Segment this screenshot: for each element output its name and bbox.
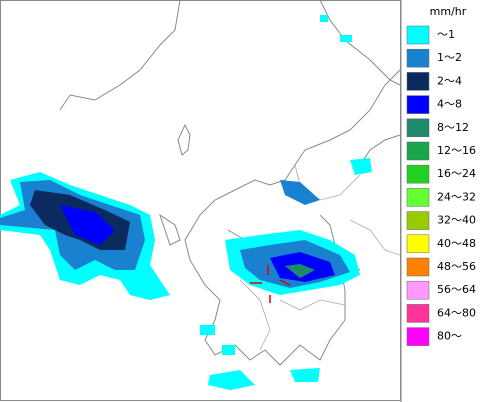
legend-swatch [406,327,430,346]
legend-label: 32～40 [437,214,476,227]
legend-swatch [406,164,430,184]
legend-swatch [406,95,430,114]
legend-label: 4～8 [437,98,462,111]
legend-swatch [406,25,430,45]
legend: ～1 1～2 2～4 4～8 8～12 12～16 16～24 24～32 32～40 40～48… [406,25,476,346]
legend-label: 1～2 [437,51,462,64]
legend-label: 48～56 [437,260,476,273]
legend-label: 64～80 [437,306,476,319]
legend-swatch [406,72,430,91]
legend-swatch [406,211,430,230]
legend-swatch [406,188,430,207]
legend-swatch [406,118,430,138]
legend-label: ～1 [437,28,455,41]
legend-label: 16～24 [437,167,476,180]
legend-label: 80～ [437,330,462,343]
legend-swatch [406,234,430,254]
legend-swatch [406,257,430,277]
front-marker [250,265,291,303]
legend-label: 12～16 [437,144,476,157]
legend-title: mm/hr [430,5,467,18]
legend-swatch [406,280,430,300]
legend-swatch [406,48,430,68]
legend-label: 40～48 [437,237,476,250]
rain-echoes [0,15,372,390]
legend-label: 8～12 [437,121,469,134]
legend-label: 24～32 [437,190,476,203]
legend-label: 2～4 [437,74,462,87]
legend-label: 56～64 [437,283,476,296]
legend-swatch [406,304,430,323]
legend-swatch [406,141,430,161]
